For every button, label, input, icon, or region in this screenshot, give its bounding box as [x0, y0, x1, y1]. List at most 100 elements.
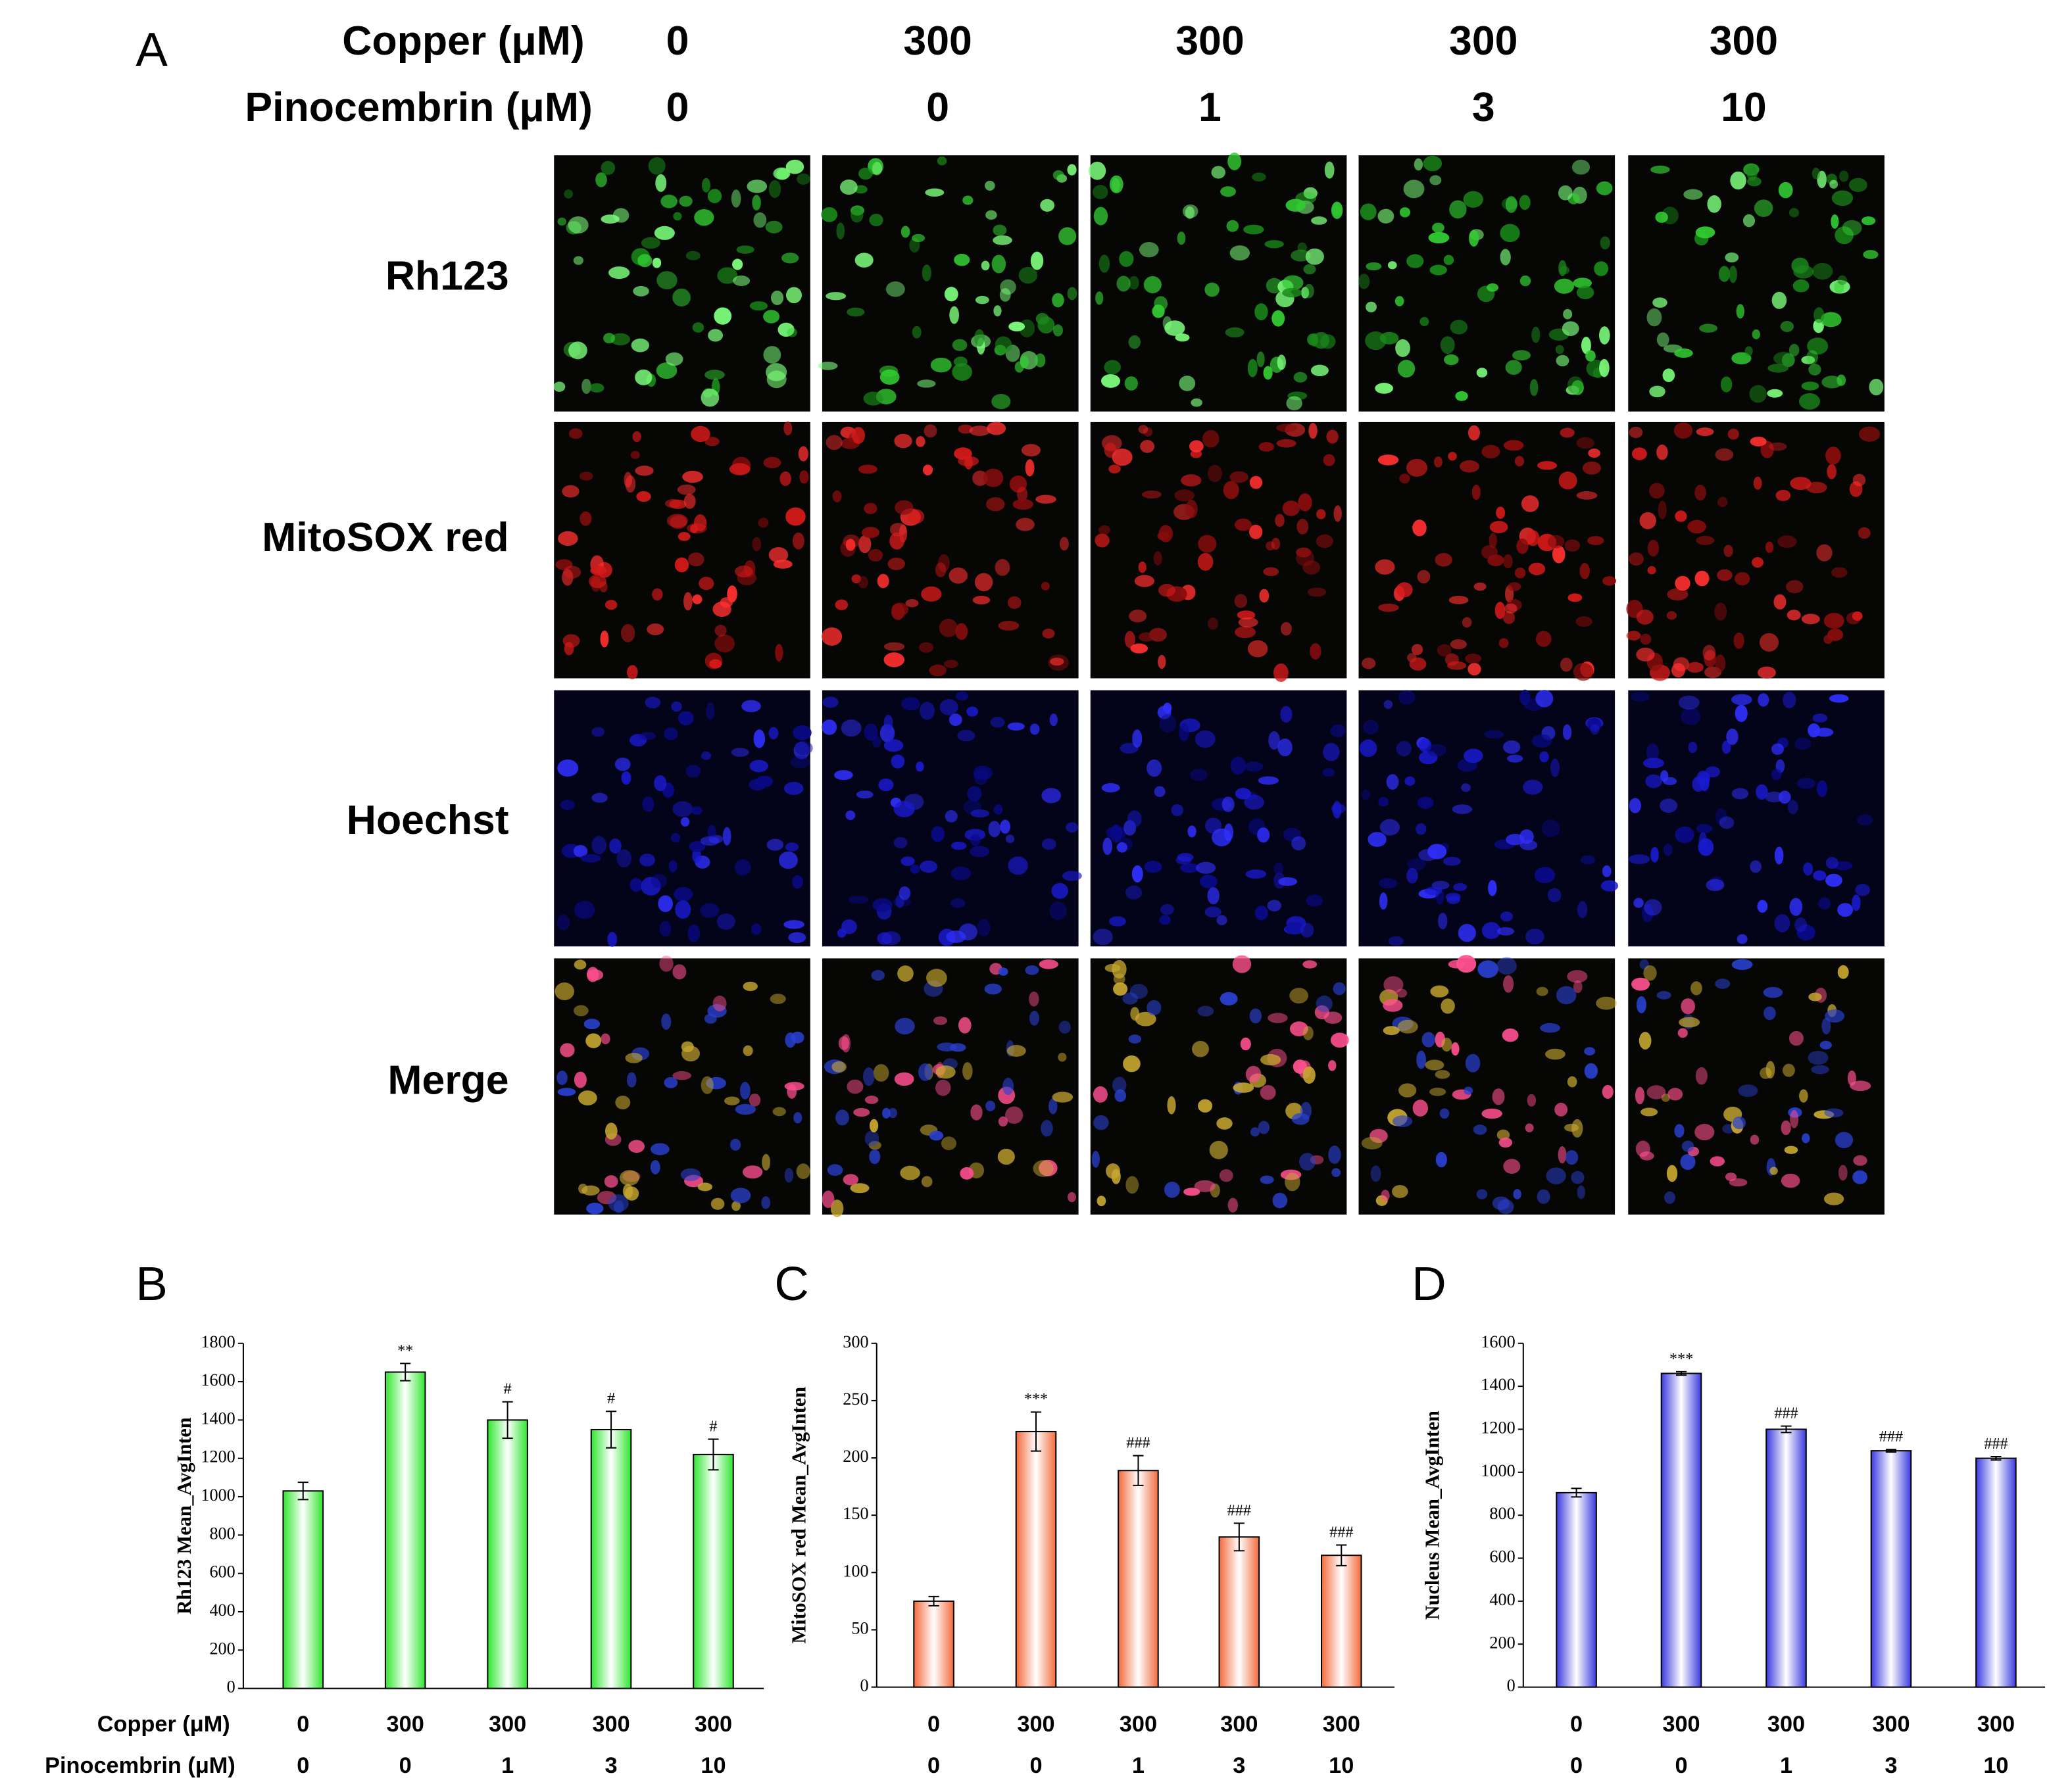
cell: [1564, 1123, 1579, 1132]
cell: [1286, 396, 1302, 411]
cell: [797, 173, 810, 185]
cell: [1260, 1175, 1274, 1184]
cell: [1723, 544, 1733, 558]
cell: [966, 706, 979, 717]
cell: [1539, 751, 1549, 763]
cell: [1433, 456, 1443, 468]
x-tick-label: 0: [927, 1712, 940, 1737]
cell: [847, 307, 865, 317]
cell: [818, 361, 838, 370]
copper-header: 300: [903, 18, 972, 64]
cell: [1310, 642, 1321, 660]
cell: [1781, 353, 1795, 368]
cell: [1120, 742, 1139, 754]
cell: [664, 498, 681, 508]
cell: [1440, 336, 1455, 354]
cell: [1194, 1180, 1216, 1192]
cell: [1310, 333, 1319, 347]
cell: [1590, 724, 1600, 735]
cell: [1848, 178, 1867, 192]
cell: [749, 779, 766, 791]
cell: [1787, 800, 1798, 815]
cell: [792, 875, 804, 889]
cell: [763, 310, 780, 324]
cell: [1306, 894, 1323, 907]
cell: [591, 727, 605, 737]
cell: [1258, 442, 1275, 452]
panel-label: C: [774, 1257, 808, 1311]
cell: [635, 369, 653, 385]
cell: [984, 983, 1002, 995]
pinocembrin-header: 1: [1198, 84, 1221, 130]
cell: [1018, 266, 1037, 284]
cell: [1643, 965, 1657, 981]
cell: [714, 635, 735, 653]
cell: [1427, 844, 1447, 859]
cell: [1158, 583, 1176, 597]
cell: [1127, 810, 1142, 827]
cell: [742, 1165, 763, 1179]
cell: [1694, 485, 1706, 500]
cell: [1245, 1065, 1262, 1083]
cell: [1599, 326, 1610, 345]
cell: [1383, 1026, 1400, 1036]
cell: [1039, 959, 1058, 969]
cell: [1525, 929, 1544, 945]
cell: [1599, 358, 1610, 377]
cell: [1300, 923, 1314, 938]
micrograph: [553, 155, 810, 412]
cell: [850, 1183, 870, 1194]
cell: [1112, 448, 1133, 466]
cell: [1067, 287, 1077, 301]
micrograph: [554, 955, 810, 1215]
cell: [1109, 916, 1126, 927]
cell: [1192, 1040, 1209, 1057]
cell: [654, 775, 667, 792]
x-tick-label: 10: [1329, 1753, 1354, 1778]
cell: [889, 523, 907, 537]
cell: [766, 363, 787, 381]
cell: [1731, 694, 1752, 706]
cell: [1540, 1023, 1560, 1033]
cell: [1387, 261, 1397, 270]
significance: ###: [1984, 1435, 2008, 1453]
cell: [1113, 973, 1125, 985]
cell: [1102, 837, 1112, 856]
cell: [763, 456, 781, 469]
cell: [752, 537, 762, 552]
cell: [1147, 759, 1162, 777]
cell: [1050, 657, 1064, 666]
cell: [1116, 842, 1127, 853]
cell: [1175, 333, 1190, 342]
cell: [1428, 231, 1450, 244]
cell: [1453, 882, 1468, 892]
cell: [954, 253, 970, 266]
cell: [1039, 1159, 1058, 1176]
cell: [1504, 603, 1517, 614]
cell: [1257, 827, 1270, 843]
cell: [1856, 814, 1873, 826]
cell: [1842, 220, 1862, 236]
cell: [1725, 252, 1739, 263]
cell: [591, 792, 608, 803]
cell: [851, 207, 864, 223]
cell: [1471, 484, 1481, 500]
cell: [682, 470, 703, 483]
row-header: Pinocembrin (μM): [245, 84, 592, 130]
cell: [1042, 628, 1055, 639]
cell: [1020, 355, 1029, 369]
cell: [931, 826, 945, 842]
cell: [1678, 695, 1700, 710]
cell: [1129, 610, 1147, 623]
cell: [1771, 743, 1784, 755]
cell: [970, 1104, 983, 1121]
cell: [1658, 500, 1667, 519]
x-tick-label: 0: [927, 1753, 940, 1778]
cell: [1820, 312, 1842, 327]
cell: [1432, 222, 1444, 233]
cell: [1756, 784, 1768, 800]
cell: [1196, 861, 1216, 874]
cell: [900, 226, 910, 238]
significance: ###: [1774, 1404, 1798, 1422]
cell: [1276, 423, 1297, 433]
